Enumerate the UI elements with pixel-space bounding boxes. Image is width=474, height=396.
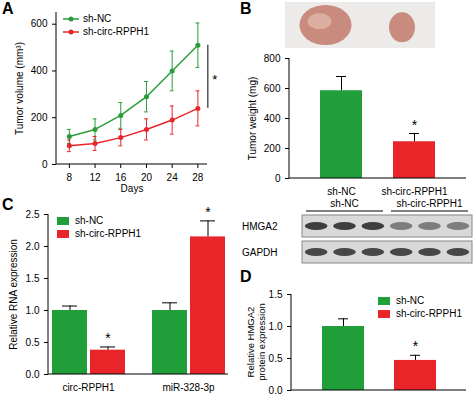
svg-text:200: 200 — [264, 143, 281, 154]
svg-text:1.5: 1.5 — [269, 289, 283, 300]
svg-text:GAPDH: GAPDH — [242, 247, 278, 258]
svg-text:600: 600 — [264, 83, 281, 94]
svg-text:1.0: 1.0 — [269, 321, 283, 332]
svg-text:*: * — [205, 204, 211, 220]
svg-text:400: 400 — [31, 65, 48, 76]
svg-text:1.0: 1.0 — [26, 305, 40, 316]
html-text:sh-circ-RPPH1: sh-circ-RPPH1 — [75, 228, 142, 239]
svg-text:28: 28 — [192, 172, 204, 183]
svg-text:16: 16 — [115, 172, 127, 183]
svg-text:0: 0 — [42, 159, 48, 170]
html-text:A: A — [2, 0, 14, 17]
svg-text:sh-NC: sh-NC — [330, 198, 358, 209]
svg-text:400: 400 — [264, 113, 281, 124]
svg-text:sh-NC: sh-NC — [327, 186, 355, 197]
svg-text:0.0: 0.0 — [269, 385, 283, 396]
svg-text:miR-328-3p: miR-328-3p — [162, 382, 215, 393]
svg-text:0.5: 0.5 — [26, 337, 40, 348]
svg-text:*: * — [105, 330, 111, 346]
html-text:sh-circ-RPPH1: sh-circ-RPPH1 — [83, 26, 150, 37]
svg-text:Tumor volume (mm³): Tumor volume (mm³) — [14, 42, 25, 135]
html-text:B: B — [240, 0, 252, 17]
html-text:Relative HMGA2 protein express: Relative HMGA2 protein expression — [245, 303, 267, 381]
svg-text:200: 200 — [31, 112, 48, 123]
svg-text:0: 0 — [275, 173, 281, 184]
svg-text:24: 24 — [167, 172, 179, 183]
svg-text:sh-circ-RPPH1: sh-circ-RPPH1 — [381, 186, 448, 197]
svg-text:circ-RPPH1: circ-RPPH1 — [62, 382, 115, 393]
svg-text:sh-circ-RPPH1: sh-circ-RPPH1 — [396, 198, 463, 209]
svg-text:12: 12 — [89, 172, 101, 183]
svg-text:Days: Days — [121, 183, 144, 194]
svg-text:20: 20 — [141, 172, 153, 183]
svg-text:*: * — [212, 72, 217, 87]
svg-text:*: * — [412, 117, 418, 133]
svg-text:800: 800 — [264, 53, 281, 64]
svg-text:1.5: 1.5 — [26, 273, 40, 284]
svg-text:HMGA2: HMGA2 — [242, 221, 278, 232]
svg-text:8: 8 — [67, 172, 73, 183]
svg-text:0.5: 0.5 — [269, 353, 283, 364]
html-text:D: D — [240, 268, 252, 285]
svg-text:2.5: 2.5 — [26, 209, 40, 220]
svg-text:600: 600 — [31, 18, 48, 29]
html-text:sh-NC: sh-NC — [395, 295, 425, 306]
html-text:sh-NC: sh-NC — [75, 215, 104, 226]
html-text:sh-circ-RPPH1: sh-circ-RPPH1 — [395, 308, 462, 319]
html-text:C: C — [2, 196, 14, 213]
svg-text:*: * — [413, 338, 419, 354]
svg-text:Tumor weight (mg): Tumor weight (mg) — [247, 77, 258, 161]
html-text:sh-NC: sh-NC — [83, 13, 112, 24]
svg-text:0.0: 0.0 — [26, 369, 40, 380]
svg-text:2.0: 2.0 — [26, 241, 40, 252]
svg-text:Relative RNA expression: Relative RNA expression — [8, 239, 19, 350]
